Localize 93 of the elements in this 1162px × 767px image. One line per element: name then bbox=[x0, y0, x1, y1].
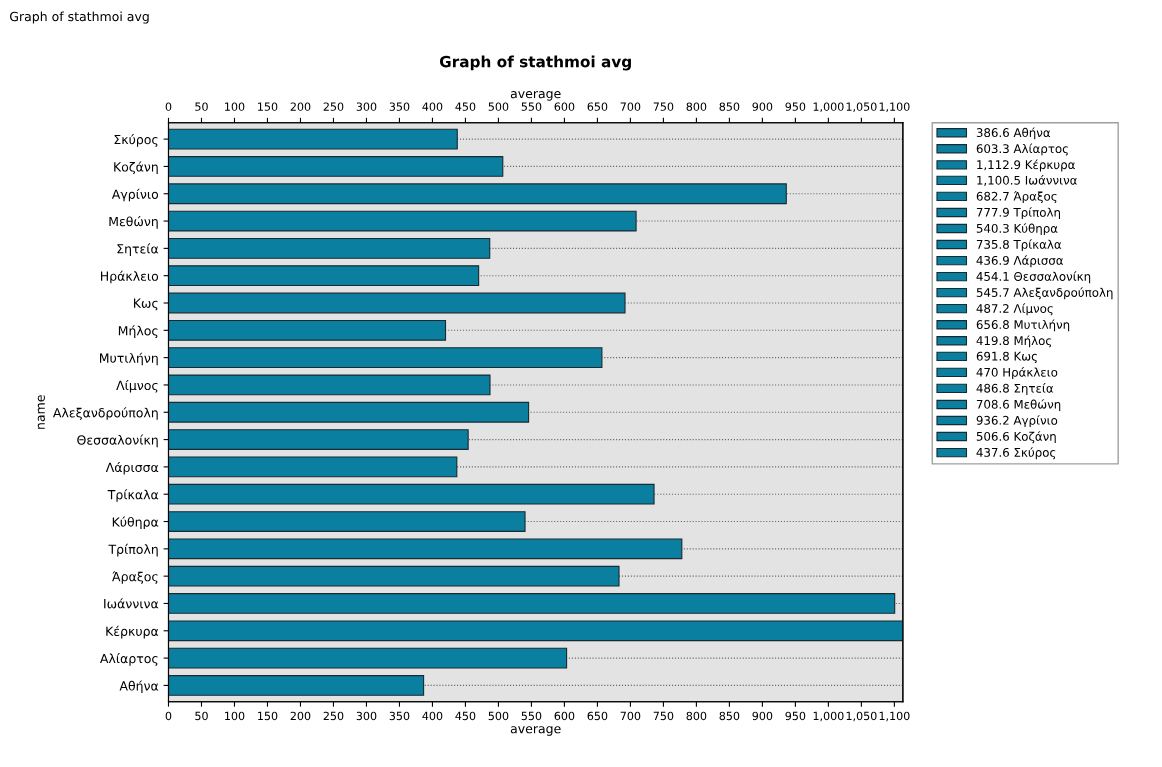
y-tick-label: Σκύρος bbox=[114, 134, 158, 147]
x2-tick-label: 50 bbox=[195, 102, 208, 111]
x-tick-label: 300 bbox=[356, 711, 377, 721]
y-tick-label: Κύθηρα bbox=[112, 516, 159, 530]
legend-label: 936.2 Αγρίνιο bbox=[976, 415, 1058, 428]
x-tick-label: 950 bbox=[785, 711, 806, 721]
x2-tick-label: 250 bbox=[323, 102, 344, 111]
x-tick-label: 0 bbox=[165, 711, 172, 721]
x-tick-label: 800 bbox=[686, 711, 707, 721]
x2-tick-label: 800 bbox=[686, 102, 707, 111]
y-tick-label: Ιωάννινα bbox=[104, 598, 159, 609]
legend-label: 691.8 Κως bbox=[976, 351, 1037, 363]
y-tick-label: Τρίκαλα bbox=[107, 489, 159, 502]
x2-tick-label: 400 bbox=[422, 102, 443, 111]
x-tick-label: 200 bbox=[290, 711, 311, 721]
x-tick-label: 250 bbox=[323, 711, 344, 721]
y-tick-label: Αθήνα bbox=[119, 680, 159, 694]
y-tick-label: Ηράκλειο bbox=[101, 270, 159, 284]
x2-tick-label: 0 bbox=[165, 102, 172, 111]
x2-tick-label: 1,050 bbox=[846, 102, 877, 112]
x-tick-label: 1,100 bbox=[879, 711, 910, 722]
legend-label: 603.3 Αλίαρτος bbox=[976, 143, 1068, 156]
y-tick-label: Μυτιλήνη bbox=[100, 352, 158, 366]
y-tick-label: Σητεία bbox=[117, 243, 159, 256]
x-tick-label: 650 bbox=[587, 711, 608, 721]
x2-tick-label: 150 bbox=[258, 102, 278, 111]
legend-label: 487.2 Λίμνος bbox=[976, 303, 1053, 316]
y-tick-label: Λίμνος bbox=[116, 379, 158, 393]
x2-tick-label: 900 bbox=[752, 102, 773, 111]
x-tick-label: 850 bbox=[719, 711, 740, 721]
x2-tick-label: 750 bbox=[653, 102, 674, 111]
x2-tick-label: 1,000 bbox=[813, 102, 844, 112]
y-axis-title: name bbox=[37, 395, 45, 429]
legend-label: 454.1 Θεσσαλονίκη bbox=[976, 271, 1091, 284]
x-tick-label: 600 bbox=[554, 711, 575, 721]
x-tick-label: 500 bbox=[488, 711, 509, 721]
legend-label: 656.8 Μυτιλήνη bbox=[976, 319, 1070, 332]
legend-label: 1,100.5 Ιωάννινα bbox=[977, 175, 1077, 186]
legend-label: 540.3 Κύθηρα bbox=[976, 223, 1058, 236]
y-tick-label: Μήλος bbox=[118, 325, 158, 338]
x2-tick-label: 350 bbox=[389, 102, 410, 111]
x-tick-label: 900 bbox=[752, 711, 773, 721]
legend-label: 419.8 Μήλος bbox=[976, 335, 1052, 348]
y-tick-label: Αγρίνιο bbox=[111, 188, 159, 202]
x2-tick-label: 600 bbox=[554, 102, 575, 111]
y-tick-label: Θεσσαλονίκη bbox=[77, 434, 158, 448]
x2-tick-label: 1,100 bbox=[879, 102, 910, 112]
legend-label: 436.9 Λάρισσα bbox=[976, 255, 1064, 268]
x-tick-label: 50 bbox=[195, 711, 208, 721]
x-tick-label: 1,050 bbox=[846, 711, 877, 722]
legend-label: 386.6 Αθήνα bbox=[976, 127, 1051, 140]
x-tick-label: 700 bbox=[620, 711, 641, 721]
x2-tick-label: 850 bbox=[719, 102, 740, 111]
text: Graph of stathmoi avg bbox=[10, 11, 149, 24]
legend-label: 682.7 Άραξος bbox=[976, 191, 1057, 204]
x-tick-label: 550 bbox=[521, 711, 542, 721]
legend-label: 506.6 Κοζάνη bbox=[976, 431, 1056, 444]
legend-label: 486.8 Σητεία bbox=[976, 383, 1054, 396]
x2-tick-label: 500 bbox=[488, 102, 509, 111]
y-tick-label: Κως bbox=[133, 298, 158, 311]
x2-tick-label: 300 bbox=[356, 102, 377, 111]
legend-label: 545.7 Αλεξανδρούπολη bbox=[976, 287, 1113, 300]
legend-label: 1,112.9 Κέρκυρα bbox=[977, 159, 1075, 172]
x-tick-label: 100 bbox=[225, 711, 245, 721]
x2-tick-label: 700 bbox=[620, 102, 641, 111]
y-tick-label: Μεθώνη bbox=[109, 216, 158, 229]
x2-tick-label: 100 bbox=[225, 102, 245, 111]
x2-tick-label: 550 bbox=[521, 102, 542, 111]
y-tick-label: Άραξος bbox=[112, 571, 158, 584]
legend-label: 777.9 Τρίπολη bbox=[976, 207, 1060, 220]
y-tick-label: Κέρκυρα bbox=[106, 625, 159, 639]
x-tick-label: 150 bbox=[258, 711, 278, 721]
x-tick-label: 750 bbox=[653, 711, 674, 721]
chart-title: Graph of stathmoi avg bbox=[439, 55, 631, 71]
x2-tick-label: 200 bbox=[290, 102, 311, 111]
x2-tick-label: 650 bbox=[587, 102, 608, 111]
x2-tick-label: 450 bbox=[455, 102, 476, 111]
y-tick-label: Αλεξανδρούπολη bbox=[53, 407, 158, 420]
legend-label: 437.6 Σκύρος bbox=[976, 447, 1056, 460]
x2-axis-title: average bbox=[510, 91, 561, 101]
x2-tick-label: 950 bbox=[785, 102, 806, 111]
x-tick-label: 400 bbox=[422, 711, 443, 721]
legend-label: 735.8 Τρίκαλα bbox=[976, 239, 1062, 252]
x-tick-label: 1,000 bbox=[813, 711, 844, 722]
x-axis-title: average bbox=[510, 726, 561, 736]
x-tick-label: 450 bbox=[455, 711, 476, 721]
y-tick-label: Αλίαρτος bbox=[100, 653, 158, 666]
y-tick-label: Τρίπολη bbox=[108, 543, 158, 557]
legend-label: 708.6 Μεθώνη bbox=[976, 399, 1061, 412]
legend-label: 470 Ηράκλειο bbox=[976, 367, 1058, 379]
y-tick-label: Λάρισσα bbox=[105, 461, 159, 475]
y-tick-label: Κοζάνη bbox=[114, 161, 158, 175]
x-tick-label: 350 bbox=[389, 711, 410, 721]
